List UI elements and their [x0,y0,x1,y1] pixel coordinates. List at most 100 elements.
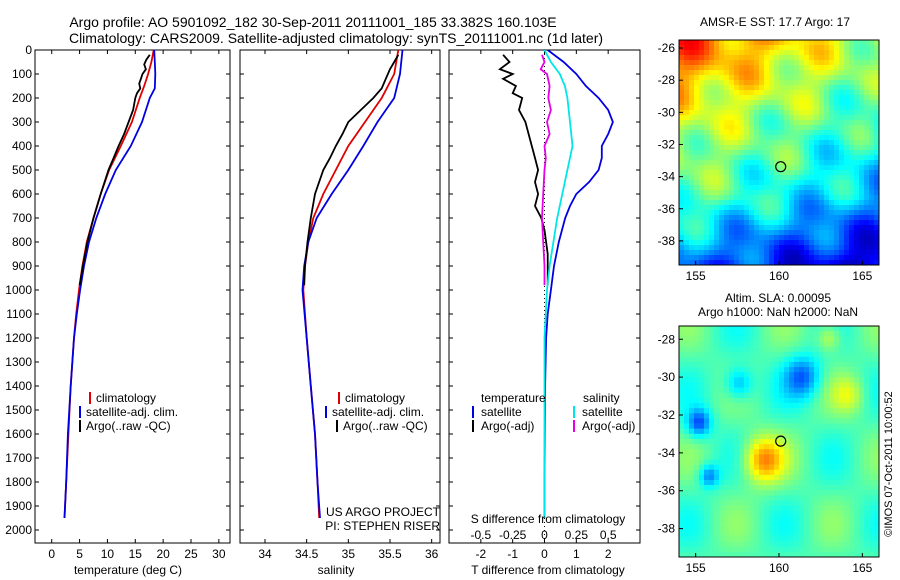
map-cell [709,85,715,91]
map-cell [864,185,870,191]
map-cell [874,515,879,522]
map-cell [759,90,765,96]
map-cell [849,90,855,96]
map-cell [804,70,810,76]
map-cell [734,105,740,111]
map-cell [739,423,745,429]
map-cell [874,521,879,527]
map-cell [714,125,720,131]
map-cell [799,210,805,216]
map-cell [739,418,745,424]
map-cell [834,351,840,358]
map-cell [834,474,840,481]
map-cell [844,531,850,537]
map-cell [684,115,690,121]
map-cell [794,495,800,501]
map-cell [689,225,695,231]
map-cell [844,423,850,429]
map-cell [764,200,770,206]
map-cell [824,120,830,126]
map-cell [844,165,850,171]
map-cell [684,331,690,337]
map-cell [719,351,725,358]
map-cell [859,145,865,151]
map-cell [684,336,690,342]
map-cell [774,392,780,399]
map-cell [679,105,685,111]
map-cell [799,55,805,61]
map-cell [864,225,870,231]
map-cell [804,536,810,542]
map-cell [814,245,820,251]
map-cell [859,200,865,206]
map-cell [679,75,685,81]
map-cell [734,474,740,481]
map-cell [854,336,860,342]
map-cell [869,215,875,221]
map-cell [809,546,815,553]
map-cell [729,175,735,181]
map-cell [754,397,760,404]
map-cell [744,372,750,378]
map-cell [749,205,755,211]
map-cell [799,220,805,226]
map-cell [779,331,785,337]
map-cell [824,260,830,265]
map-cell [864,408,870,414]
map-cell [774,45,780,51]
map-cell [849,260,855,265]
map-cell [869,361,875,368]
map-cell [874,130,879,136]
map-cell [849,210,855,216]
map-cell [734,185,740,191]
map-cell [784,433,790,440]
map-cell [684,413,690,419]
map-cell [714,382,720,388]
map-cell [804,85,810,91]
map-cell [759,356,765,363]
map-cell [724,55,730,61]
map-cell [749,155,755,161]
map-cell [764,220,770,226]
x-tick-label: 1 [573,547,580,561]
map-cell [829,60,835,66]
map-cell [699,95,705,101]
map-cell [694,515,700,522]
map-cell [689,510,695,517]
map-cell [774,190,780,196]
map-cell [824,490,830,496]
map-cell [759,205,765,211]
map-cell [849,500,855,506]
map-cell [799,145,805,151]
map-cell [694,65,700,71]
map-cell [744,413,750,419]
map-cell [729,515,735,522]
map-cell [774,531,780,537]
map-cell [764,336,770,342]
map-cell [759,240,765,246]
map-cell [769,155,775,161]
map-cell [824,180,830,186]
map-cell [849,185,855,191]
map-cell [824,185,830,191]
map-cell [704,418,710,424]
map-cell [784,165,790,171]
map-cell [809,515,815,522]
map-cell [864,100,870,106]
map-cell [699,75,705,81]
map-cell [744,215,750,221]
map-cell [749,356,755,363]
map-cell [704,367,710,373]
map-cell [679,351,685,358]
map-cell [734,45,740,51]
map-cell [869,382,875,388]
map-cell [684,145,690,151]
map-cell [849,220,855,226]
map-cell [744,225,750,231]
map-cell [739,372,745,378]
map-cell [709,140,715,146]
map-cell [789,387,795,394]
map-cell [859,170,865,176]
map-cell [789,115,795,121]
map-y-tick-label: -34 [658,446,676,460]
